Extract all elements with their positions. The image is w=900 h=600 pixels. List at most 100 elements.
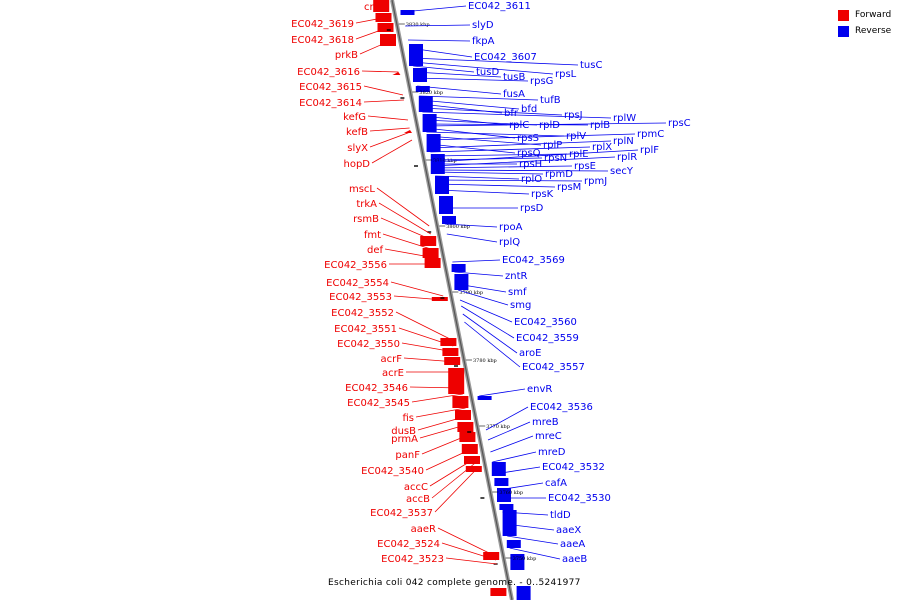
gene-label-tldd[interactable]: tldD xyxy=(550,510,571,521)
gene-label-rpse[interactable]: rpsE xyxy=(574,161,596,172)
gene-label-mreb[interactable]: mreB xyxy=(532,417,559,428)
gene-label-smg[interactable]: smg xyxy=(510,300,531,311)
gene-label-rpsj[interactable]: rpsJ xyxy=(564,110,583,121)
gene-label-ec042-3552[interactable]: EC042_3552 xyxy=(331,308,394,319)
gene-label-rpsc[interactable]: rpsC xyxy=(668,118,691,129)
gene-label-ec042-3537[interactable]: EC042_3537 xyxy=(370,508,433,519)
gene-label-ec042-3559[interactable]: EC042_3559 xyxy=(516,333,579,344)
gene-label-rplb[interactable]: rplB xyxy=(590,120,610,131)
gene-label-ec042-3551[interactable]: EC042_3551 xyxy=(334,324,397,335)
gene-label-prkb[interactable]: prkB xyxy=(335,50,358,61)
gene-label-rpsd[interactable]: rpsD xyxy=(520,203,544,214)
gene-label-zntr[interactable]: zntR xyxy=(505,271,528,282)
gene-label-ec042-3532[interactable]: EC042_3532 xyxy=(542,462,605,473)
gene-label-rple[interactable]: rplE xyxy=(569,149,589,160)
gene-label-fusa[interactable]: fusA xyxy=(503,89,525,100)
gene-label-ec042-3614[interactable]: EC042_3614 xyxy=(299,98,362,109)
gene-label-tusd[interactable]: tusD xyxy=(476,67,499,78)
gene-label-mrec[interactable]: mreC xyxy=(535,431,562,442)
gene-label-def[interactable]: def xyxy=(367,245,384,256)
gene-label-rpsl[interactable]: rpsL xyxy=(555,69,577,80)
gene-label-rplf[interactable]: rplF xyxy=(640,145,659,156)
forward-feature xyxy=(377,23,394,32)
gene-label-ec042-3545[interactable]: EC042_3545 xyxy=(347,398,410,409)
gene-label-rpmj[interactable]: rpmJ xyxy=(584,176,607,187)
gene-label-ec042-3560[interactable]: EC042_3560 xyxy=(514,317,577,328)
gene-label-rpsk[interactable]: rpsK xyxy=(531,189,554,200)
gene-label-ec042-3615[interactable]: EC042_3615 xyxy=(299,82,362,93)
gene-label-rpsh[interactable]: rpsH xyxy=(519,159,542,170)
gene-label-acre[interactable]: acrE xyxy=(382,368,404,379)
gene-label-rpln[interactable]: rplN xyxy=(613,136,634,147)
gene-label-ec042-3607[interactable]: EC042_3607 xyxy=(474,52,537,63)
gene-label-ec042-3554[interactable]: EC042_3554 xyxy=(326,278,389,289)
gene-label-rpsn[interactable]: rpsN xyxy=(544,153,567,164)
gene-label-mred[interactable]: mreD xyxy=(538,447,566,458)
gene-label-ec042-3530[interactable]: EC042_3530 xyxy=(548,493,611,504)
gene-label-ec042-3557[interactable]: EC042_3557 xyxy=(522,362,585,373)
gene-label-ec042-3556[interactable]: EC042_3556 xyxy=(324,260,387,271)
gene-label-dusb[interactable]: dusB xyxy=(391,426,416,437)
gene-label-ec042-3619[interactable]: EC042_3619 xyxy=(291,19,354,30)
gene-label-hopd[interactable]: hopD xyxy=(343,159,370,170)
gene-label-accb[interactable]: accB xyxy=(406,494,430,505)
gene-label-rpsg[interactable]: rpsG xyxy=(530,76,553,87)
connector-ec042-3618 xyxy=(355,26,390,40)
gene-label-ec042-3524[interactable]: EC042_3524 xyxy=(377,539,440,550)
gene-label-rplc[interactable]: rplC xyxy=(509,120,529,131)
gene-label-crp[interactable]: crp xyxy=(364,2,380,13)
gene-label-ec042-3540[interactable]: EC042_3540 xyxy=(361,466,424,477)
gene-label-rsmb[interactable]: rsmB xyxy=(353,214,379,225)
gene-label-trka[interactable]: trkA xyxy=(356,199,377,210)
gene-label-envr[interactable]: envR xyxy=(527,384,552,395)
gene-label-accc[interactable]: accC xyxy=(404,482,428,493)
gene-label-ec042-3553[interactable]: EC042_3553 xyxy=(329,292,392,303)
gene-label-kefg[interactable]: kefG xyxy=(343,112,366,123)
gene-label-acrf[interactable]: acrF xyxy=(381,354,403,365)
gene-label-ec042-3616[interactable]: EC042_3616 xyxy=(297,67,360,78)
gene-label-ec042-3618[interactable]: EC042_3618 xyxy=(291,35,354,46)
gene-label-secy[interactable]: secY xyxy=(610,166,634,177)
gene-label-rplp[interactable]: rplP xyxy=(543,140,562,151)
gene-label-ec042-3523[interactable]: EC042_3523 xyxy=(381,554,444,565)
gene-label-rplo[interactable]: rplO xyxy=(521,174,542,185)
gene-label-fkpa[interactable]: fkpA xyxy=(472,36,495,47)
gene-label-bfr[interactable]: bfr xyxy=(504,108,519,119)
gene-label-rpmd[interactable]: rpmD xyxy=(545,169,573,180)
gene-label-kefb[interactable]: kefB xyxy=(346,127,368,138)
gene-label-rplx[interactable]: rplX xyxy=(592,142,612,153)
gene-label-rplr[interactable]: rplR xyxy=(617,152,637,163)
gene-label-rpss[interactable]: rpsS xyxy=(517,133,539,144)
gene-label-rplw[interactable]: rplW xyxy=(613,113,636,124)
gene-label-bfd[interactable]: bfd xyxy=(521,104,537,115)
gene-label-rpsm[interactable]: rpsM xyxy=(557,182,581,193)
gene-label-aaex[interactable]: aaeX xyxy=(556,525,581,536)
gene-label-fmt[interactable]: fmt xyxy=(364,230,381,241)
gene-label-rplv[interactable]: rplV xyxy=(566,131,586,142)
gene-label-aaer[interactable]: aaeR xyxy=(411,524,436,535)
gene-label-ec042-3569[interactable]: EC042_3569 xyxy=(502,255,565,266)
gene-label-panf[interactable]: panF xyxy=(395,450,420,461)
gene-label-rpmc[interactable]: rpmC xyxy=(637,129,664,140)
gene-label-ec042-3550[interactable]: EC042_3550 xyxy=(337,339,400,350)
gene-label-prma[interactable]: prmA xyxy=(391,434,418,445)
gene-label-tusb[interactable]: tusB xyxy=(503,72,525,83)
gene-label-aroe[interactable]: aroE xyxy=(519,348,541,359)
gene-label-aaea[interactable]: aaeA xyxy=(560,539,585,550)
gene-label-slyx[interactable]: slyX xyxy=(347,143,368,154)
gene-label-rpsq[interactable]: rpsQ xyxy=(517,148,541,159)
gene-label-tufb[interactable]: tufB xyxy=(540,95,561,106)
gene-label-aaeb[interactable]: aaeB xyxy=(562,554,587,565)
gene-label-fis[interactable]: fis xyxy=(402,413,414,424)
gene-label-rpoa[interactable]: rpoA xyxy=(499,222,523,233)
gene-label-ec042-3536[interactable]: EC042_3536 xyxy=(530,402,593,413)
gene-label-cafa[interactable]: cafA xyxy=(545,478,567,489)
gene-label-rplq[interactable]: rplQ xyxy=(499,237,520,248)
gene-label-slyd[interactable]: slyD xyxy=(472,20,494,31)
gene-label-mscl[interactable]: mscL xyxy=(349,184,375,195)
gene-label-smf[interactable]: smf xyxy=(508,287,527,298)
gene-label-ec042-3546[interactable]: EC042_3546 xyxy=(345,383,408,394)
gene-label-ec042-3611[interactable]: EC042_3611 xyxy=(468,1,531,12)
gene-label-rpld[interactable]: rplD xyxy=(539,120,560,131)
gene-label-tusc[interactable]: tusC xyxy=(580,60,602,71)
